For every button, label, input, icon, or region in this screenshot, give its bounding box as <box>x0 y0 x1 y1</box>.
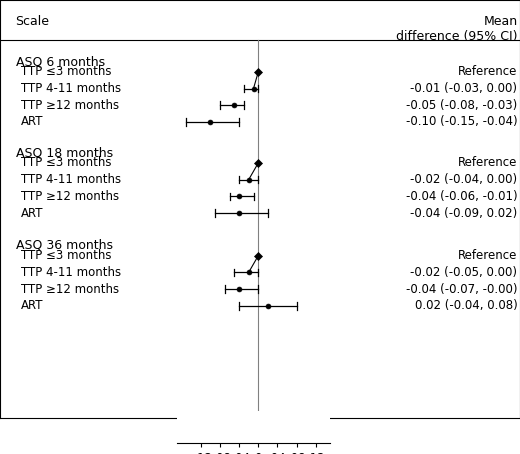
Text: TTP 4-11 months: TTP 4-11 months <box>21 173 121 186</box>
Text: TTP ≤3 months: TTP ≤3 months <box>21 156 111 169</box>
Text: TTP ≥12 months: TTP ≥12 months <box>21 190 119 203</box>
Text: ASQ 18 months: ASQ 18 months <box>16 146 113 159</box>
Text: Mean
difference (95% CI): Mean difference (95% CI) <box>396 15 517 43</box>
Text: ART: ART <box>21 207 43 220</box>
Text: Reference: Reference <box>458 156 517 169</box>
Text: -0.10 (-0.15, -0.04): -0.10 (-0.15, -0.04) <box>406 115 517 128</box>
Text: TTP ≤3 months: TTP ≤3 months <box>21 65 111 79</box>
Text: Scale: Scale <box>16 15 49 28</box>
Text: ASQ 6 months: ASQ 6 months <box>16 55 105 68</box>
Text: -0.01 (-0.03, 0.00): -0.01 (-0.03, 0.00) <box>410 82 517 95</box>
Text: ART: ART <box>21 115 43 128</box>
Text: TTP 4-11 months: TTP 4-11 months <box>21 266 121 279</box>
Text: -0.02 (-0.04, 0.00): -0.02 (-0.04, 0.00) <box>410 173 517 186</box>
Text: Reference: Reference <box>458 65 517 79</box>
Text: TTP ≥12 months: TTP ≥12 months <box>21 99 119 112</box>
Text: -0.02 (-0.05, 0.00): -0.02 (-0.05, 0.00) <box>410 266 517 279</box>
Text: -0.04 (-0.07, -0.00): -0.04 (-0.07, -0.00) <box>406 282 517 296</box>
Text: TTP ≤3 months: TTP ≤3 months <box>21 249 111 262</box>
Text: -0.05 (-0.08, -0.03): -0.05 (-0.08, -0.03) <box>406 99 517 112</box>
Text: 0.02 (-0.04, 0.08): 0.02 (-0.04, 0.08) <box>414 299 517 312</box>
Text: Reference: Reference <box>458 249 517 262</box>
Text: -0.04 (-0.09, 0.02): -0.04 (-0.09, 0.02) <box>410 207 517 220</box>
Text: TTP 4-11 months: TTP 4-11 months <box>21 82 121 95</box>
Text: TTP ≥12 months: TTP ≥12 months <box>21 282 119 296</box>
Text: ASQ 36 months: ASQ 36 months <box>16 239 113 252</box>
Text: -0.04 (-0.06, -0.01): -0.04 (-0.06, -0.01) <box>406 190 517 203</box>
Text: ART: ART <box>21 299 43 312</box>
